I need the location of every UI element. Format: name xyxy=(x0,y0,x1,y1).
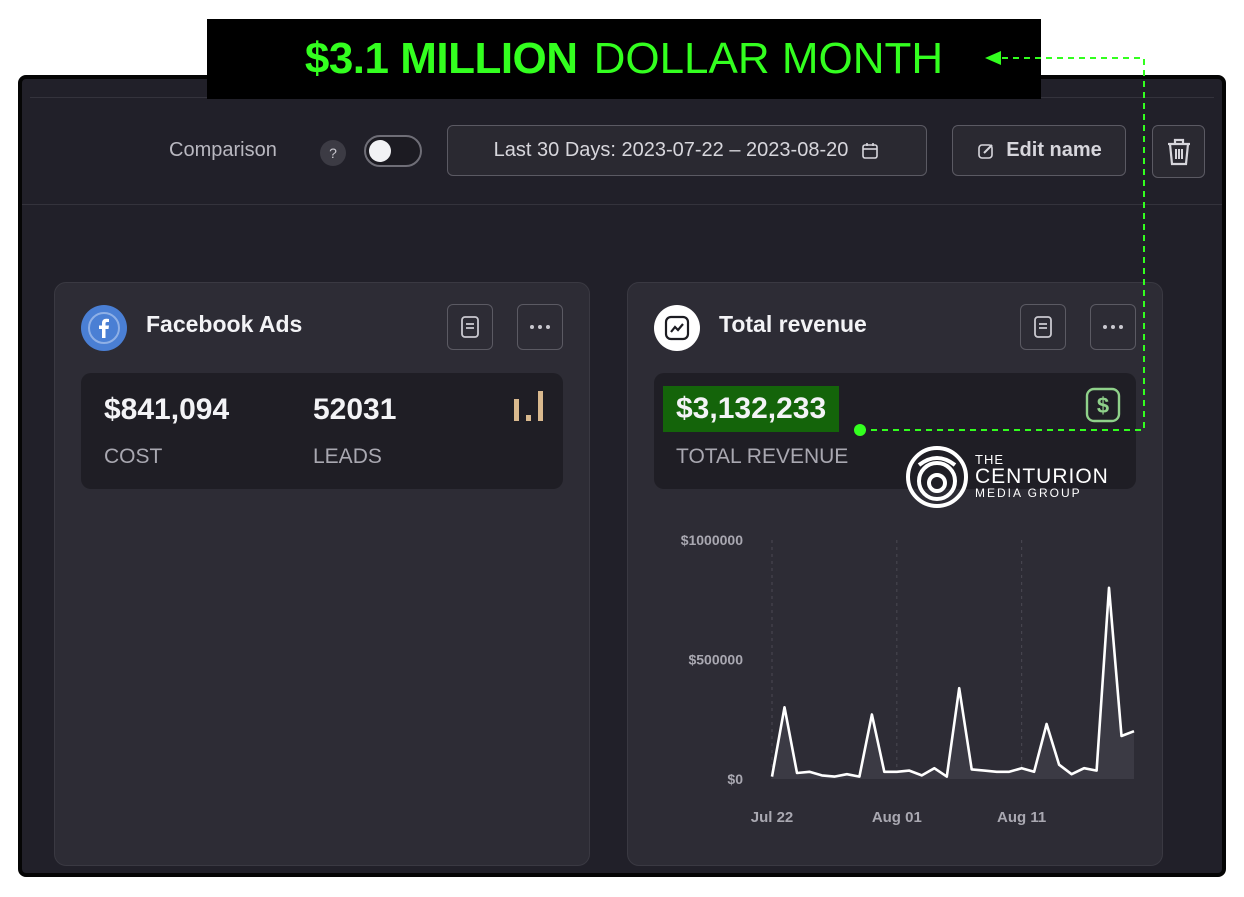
banner-highlight: $3.1 MILLION xyxy=(304,34,578,83)
centurion-logo: THE CENTURION MEDIA GROUP xyxy=(905,445,1115,509)
facebook-card-title: Facebook Ads xyxy=(146,311,303,337)
bar-chart-icon xyxy=(514,391,543,421)
date-range-label: Last 30 Days: 2023-07-22 – 2023-08-20 xyxy=(493,139,849,161)
calendar-icon xyxy=(862,142,879,159)
facebook-more-button[interactable] xyxy=(517,304,563,350)
logo-line-centurion: CENTURION xyxy=(975,465,1109,488)
leads-label: LEADS xyxy=(313,445,382,468)
total-revenue-value: $3,132,233 xyxy=(663,386,840,432)
help-icon[interactable]: ? xyxy=(320,140,346,166)
facebook-icon-ring xyxy=(88,312,120,344)
headline-banner: $3.1 MILLION DOLLAR MONTH xyxy=(207,19,1041,99)
document-icon xyxy=(1034,316,1052,338)
total-revenue-card: Total revenue $3,132,233 TOTAL REVENUE $ xyxy=(627,282,1163,866)
leads-value: 52031 xyxy=(313,393,397,426)
more-dots-icon xyxy=(530,325,550,329)
edit-name-label: Edit name xyxy=(1006,139,1102,161)
comparison-toggle[interactable] xyxy=(364,135,422,167)
trash-icon xyxy=(1167,138,1190,165)
delete-button[interactable] xyxy=(1152,125,1205,178)
centurion-logo-mark-icon xyxy=(906,446,968,508)
revenue-metrics-panel: $3,132,233 TOTAL REVENUE $ xyxy=(654,373,1136,489)
total-revenue-label: TOTAL REVENUE xyxy=(676,445,849,468)
trend-chart-icon xyxy=(654,305,700,351)
facebook-icon xyxy=(81,305,127,351)
document-icon xyxy=(461,316,479,338)
dollar-icon: $ xyxy=(1085,387,1121,423)
facebook-metrics-panel: $841,094 COST 52031 LEADS xyxy=(81,373,563,489)
edit-name-button[interactable]: Edit name xyxy=(952,125,1126,176)
cost-label: COST xyxy=(104,445,163,468)
cost-value: $841,094 xyxy=(104,393,230,426)
comparison-label: Comparison xyxy=(169,139,277,161)
revenue-report-button[interactable] xyxy=(1020,304,1066,350)
facebook-report-button[interactable] xyxy=(447,304,493,350)
revenue-more-button[interactable] xyxy=(1090,304,1136,350)
logo-line-the: THE xyxy=(975,452,1004,467)
date-range-picker[interactable]: Last 30 Days: 2023-07-22 – 2023-08-20 xyxy=(447,125,927,176)
revenue-card-title: Total revenue xyxy=(719,311,867,337)
toggle-knob xyxy=(369,140,391,162)
svg-text:$: $ xyxy=(1097,393,1109,418)
toolbar-divider xyxy=(22,204,1222,205)
banner-text: DOLLAR MONTH xyxy=(593,34,944,83)
edit-icon xyxy=(978,143,994,159)
more-dots-icon xyxy=(1103,325,1123,329)
logo-line-media: MEDIA GROUP xyxy=(975,486,1082,500)
facebook-ads-card: Facebook Ads $841,094 COST 52031 LEADS xyxy=(54,282,590,866)
